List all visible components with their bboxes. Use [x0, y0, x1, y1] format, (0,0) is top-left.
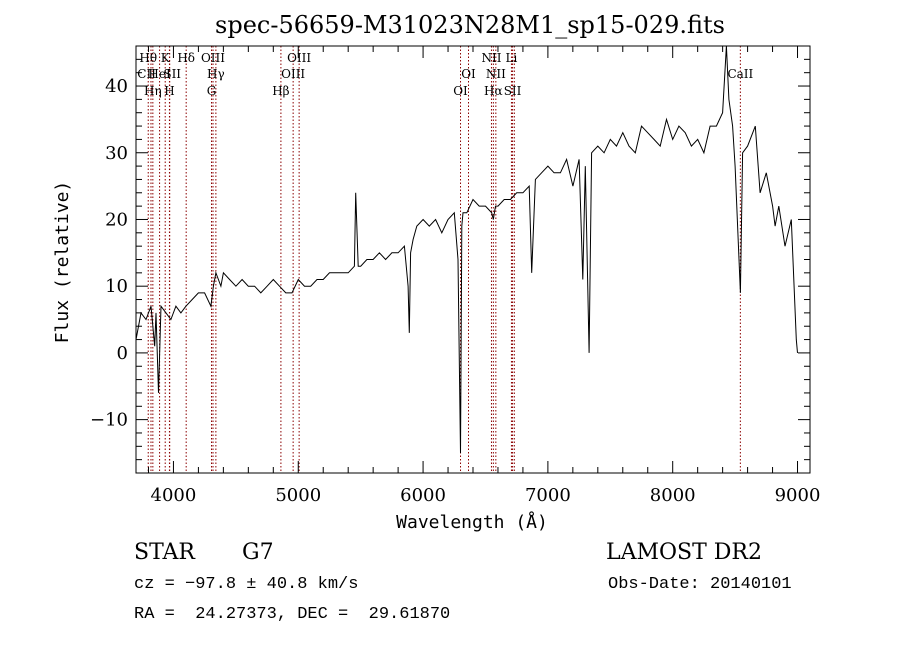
survey-name: LAMOST DR2	[606, 540, 762, 565]
line-label-0: Hθ	[139, 51, 157, 65]
chart-title: spec-56659-M31023N28M1_sp15-029.fits	[215, 11, 725, 39]
object-class: STAR	[134, 540, 195, 565]
x-tick-label-0: 4000	[151, 485, 197, 506]
line-label-20: Hα	[484, 84, 503, 98]
object-subclass: G7	[242, 540, 274, 565]
y-tick-label-3: 20	[105, 209, 128, 230]
line-label-3: OIII	[201, 51, 225, 65]
y-axis-label: Flux (relative)	[52, 181, 73, 344]
line-label-11: OIII	[281, 67, 305, 81]
x-tick-label-4: 8000	[650, 485, 696, 506]
line-label-16: H	[164, 84, 174, 98]
line-label-17: G	[207, 84, 217, 98]
y-tick-label-5: 40	[105, 76, 128, 97]
line-label-15: Hη	[144, 84, 162, 98]
spectrum-line	[135, 45, 798, 454]
ra-dec: RA = 24.27373, DEC = 29.61870	[134, 605, 451, 624]
y-tick-label-1: 0	[117, 343, 128, 364]
observation-date: Obs-Date: 20140101	[608, 575, 792, 594]
line-label-8: HeI	[148, 67, 171, 81]
line-label-4: OIII	[287, 51, 311, 65]
plot-frame	[135, 45, 811, 474]
line-label-9: SII	[163, 67, 181, 81]
line-label-10: Hγ	[207, 67, 225, 81]
x-axis-ticks: 4000 5000 6000 7000 8000 9000	[147, 46, 821, 506]
line-markers	[147, 46, 741, 473]
y-tick-label-4: 30	[105, 143, 128, 164]
x-tick-label-2: 6000	[400, 485, 446, 506]
line-label-5: NII	[481, 51, 501, 65]
x-tick-label-3: 7000	[525, 485, 571, 506]
x-tick-label-5: 9000	[775, 485, 821, 506]
x-axis-label: Wavelength (Å)	[396, 511, 548, 533]
x-tick-label-1: 5000	[275, 485, 321, 506]
y-tick-label-2: 10	[105, 276, 128, 297]
line-label-21: SII	[504, 84, 522, 98]
redshift-cz: cz = −97.8 ± 40.8 km/s	[134, 575, 359, 594]
line-label-7: CII	[137, 67, 156, 81]
line-label-13: NII	[486, 67, 506, 81]
y-axis-ticks: −10 0 10 20 30 40	[90, 58, 810, 461]
line-label-14: CaII	[727, 67, 753, 81]
y-tick-label-0: −10	[90, 410, 128, 431]
line-label-2: Hδ	[177, 51, 195, 65]
line-label-1: K	[161, 51, 171, 65]
line-label-18: Hβ	[272, 84, 289, 98]
line-label-6: Li	[506, 51, 518, 65]
line-label-19: OI	[453, 84, 468, 98]
line-label-12: OI	[461, 67, 476, 81]
